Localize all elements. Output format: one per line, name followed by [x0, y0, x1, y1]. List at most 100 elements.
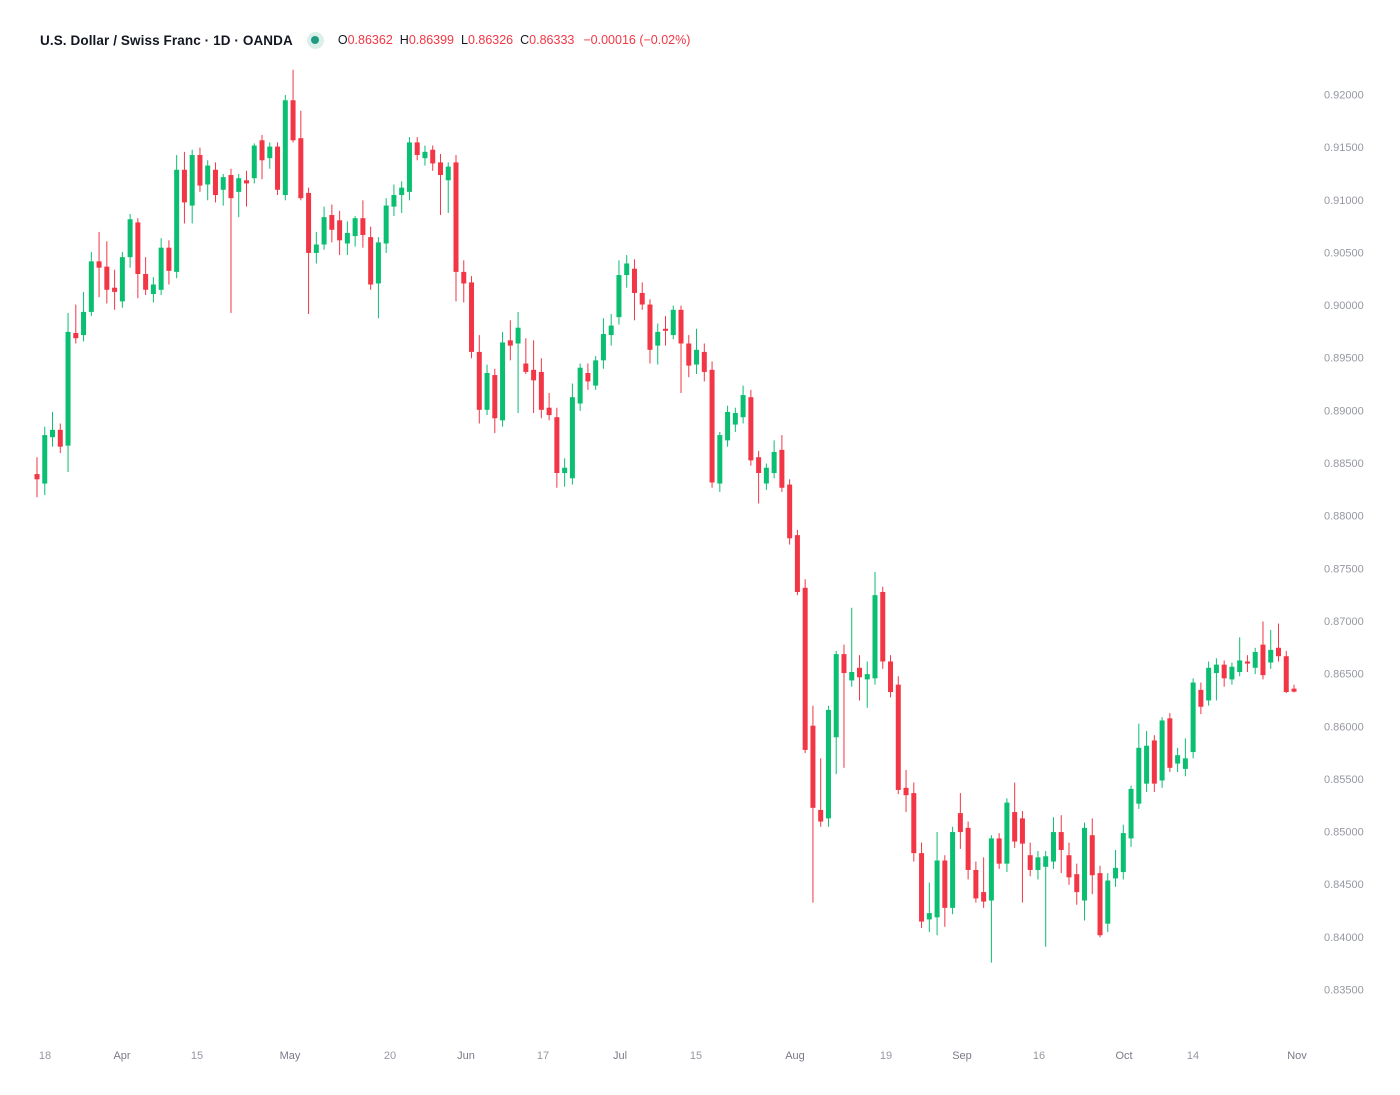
price-axis-label[interactable]: 0.92000 [1324, 90, 1364, 102]
candle [1035, 851, 1041, 880]
candle [476, 335, 482, 424]
time-axis-label[interactable]: 19 [880, 1050, 892, 1062]
candle [344, 221, 350, 256]
candle [1229, 662, 1235, 685]
price-axis-label[interactable]: 0.83500 [1324, 985, 1364, 997]
price-axis-label[interactable]: 0.90000 [1324, 300, 1364, 312]
time-axis-label[interactable]: Aug [785, 1050, 805, 1062]
price-axis-label[interactable]: 0.89500 [1324, 353, 1364, 365]
price-axis-label[interactable]: 0.87500 [1324, 563, 1364, 575]
candle [1268, 629, 1274, 669]
candle [833, 650, 839, 775]
candle [1027, 842, 1033, 877]
candle [802, 579, 808, 754]
price-axis-label[interactable]: 0.88500 [1324, 458, 1364, 470]
candle [112, 269, 118, 310]
candle [763, 463, 769, 490]
candle [942, 855, 948, 927]
time-axis-label[interactable]: Nov [1287, 1050, 1307, 1062]
candle [616, 260, 622, 325]
candle [259, 135, 265, 180]
candle [368, 226, 374, 290]
time-axis-label[interactable]: 15 [191, 1050, 203, 1062]
price-axis-label[interactable]: 0.91000 [1324, 195, 1364, 207]
time-axis-label[interactable]: 17 [537, 1050, 549, 1062]
time-axis-label[interactable]: Oct [1115, 1050, 1132, 1062]
price-axis-label[interactable]: 0.87000 [1324, 616, 1364, 628]
candle [569, 383, 575, 485]
time-axis-label[interactable]: 14 [1187, 1050, 1199, 1062]
price-axis-label[interactable]: 0.85500 [1324, 774, 1364, 786]
candle [500, 331, 506, 427]
symbol-title[interactable]: U.S. Dollar / Swiss Franc · 1D · OANDA [40, 32, 293, 48]
price-axis-label[interactable]: 0.88000 [1324, 511, 1364, 523]
candle [678, 305, 684, 393]
candle [1058, 815, 1064, 874]
ohlc-low-value: 0.86326 [467, 33, 514, 47]
candle [298, 110, 304, 201]
candle [189, 149, 195, 224]
price-axis-label[interactable]: 0.84000 [1324, 932, 1364, 944]
time-axis-label[interactable]: 16 [1033, 1050, 1045, 1062]
candle [1019, 811, 1025, 903]
candle [849, 607, 855, 687]
candle [228, 168, 234, 313]
time-axis-label[interactable]: Apr [113, 1050, 130, 1062]
candle [1182, 738, 1188, 777]
candle [275, 142, 281, 196]
candle [608, 314, 614, 346]
candle [1089, 818, 1095, 895]
candle [725, 405, 731, 447]
candle [422, 145, 428, 166]
candle [1105, 873, 1111, 933]
price-axis-label[interactable]: 0.86000 [1324, 721, 1364, 733]
candle [1283, 650, 1289, 694]
candle [1167, 713, 1173, 773]
price-axis-label[interactable]: 0.90500 [1324, 247, 1364, 259]
time-axis-label[interactable]: 15 [690, 1050, 702, 1062]
price-axis-label[interactable]: 0.91500 [1324, 142, 1364, 154]
change-readout: −0.00016 (−0.02%) [583, 33, 691, 47]
candle [81, 291, 87, 342]
candle [1275, 623, 1281, 662]
ohlc-close-label: C [520, 33, 530, 47]
candle [34, 457, 40, 498]
price-axis-label[interactable]: 0.84500 [1324, 879, 1364, 891]
candle [717, 431, 723, 492]
price-axis-label[interactable]: 0.86500 [1324, 669, 1364, 681]
candle [1097, 865, 1103, 938]
market-status-icon[interactable] [306, 31, 324, 49]
time-axis-label[interactable]: 20 [384, 1050, 396, 1062]
candle [306, 187, 312, 315]
candle [981, 857, 987, 908]
candle [1012, 782, 1018, 848]
candle [1175, 747, 1181, 773]
time-axis-label[interactable]: Sep [952, 1050, 972, 1062]
time-axis-label[interactable]: 18 [39, 1050, 51, 1062]
candle [554, 407, 560, 488]
time-axis-label[interactable]: Jun [457, 1050, 475, 1062]
candle [531, 340, 537, 413]
candle [1074, 863, 1080, 905]
price-axis-label[interactable]: 0.85000 [1324, 827, 1364, 839]
candle [888, 655, 894, 698]
candle [135, 218, 141, 299]
candle [593, 356, 599, 390]
candle [515, 311, 521, 413]
ohlc-high-label: H [399, 33, 409, 47]
time-axis-label[interactable]: Jul [613, 1050, 627, 1062]
candle [174, 155, 180, 279]
candle [383, 198, 389, 253]
candle [42, 426, 48, 496]
candle [267, 142, 273, 169]
candle [1151, 735, 1157, 793]
candle [872, 571, 878, 685]
candle [507, 320, 513, 361]
candle [538, 358, 544, 419]
candle [166, 240, 172, 285]
candle [244, 170, 249, 207]
price-axis-label[interactable]: 0.89000 [1324, 405, 1364, 417]
candle [794, 529, 800, 596]
time-axis-label[interactable]: May [280, 1050, 301, 1062]
